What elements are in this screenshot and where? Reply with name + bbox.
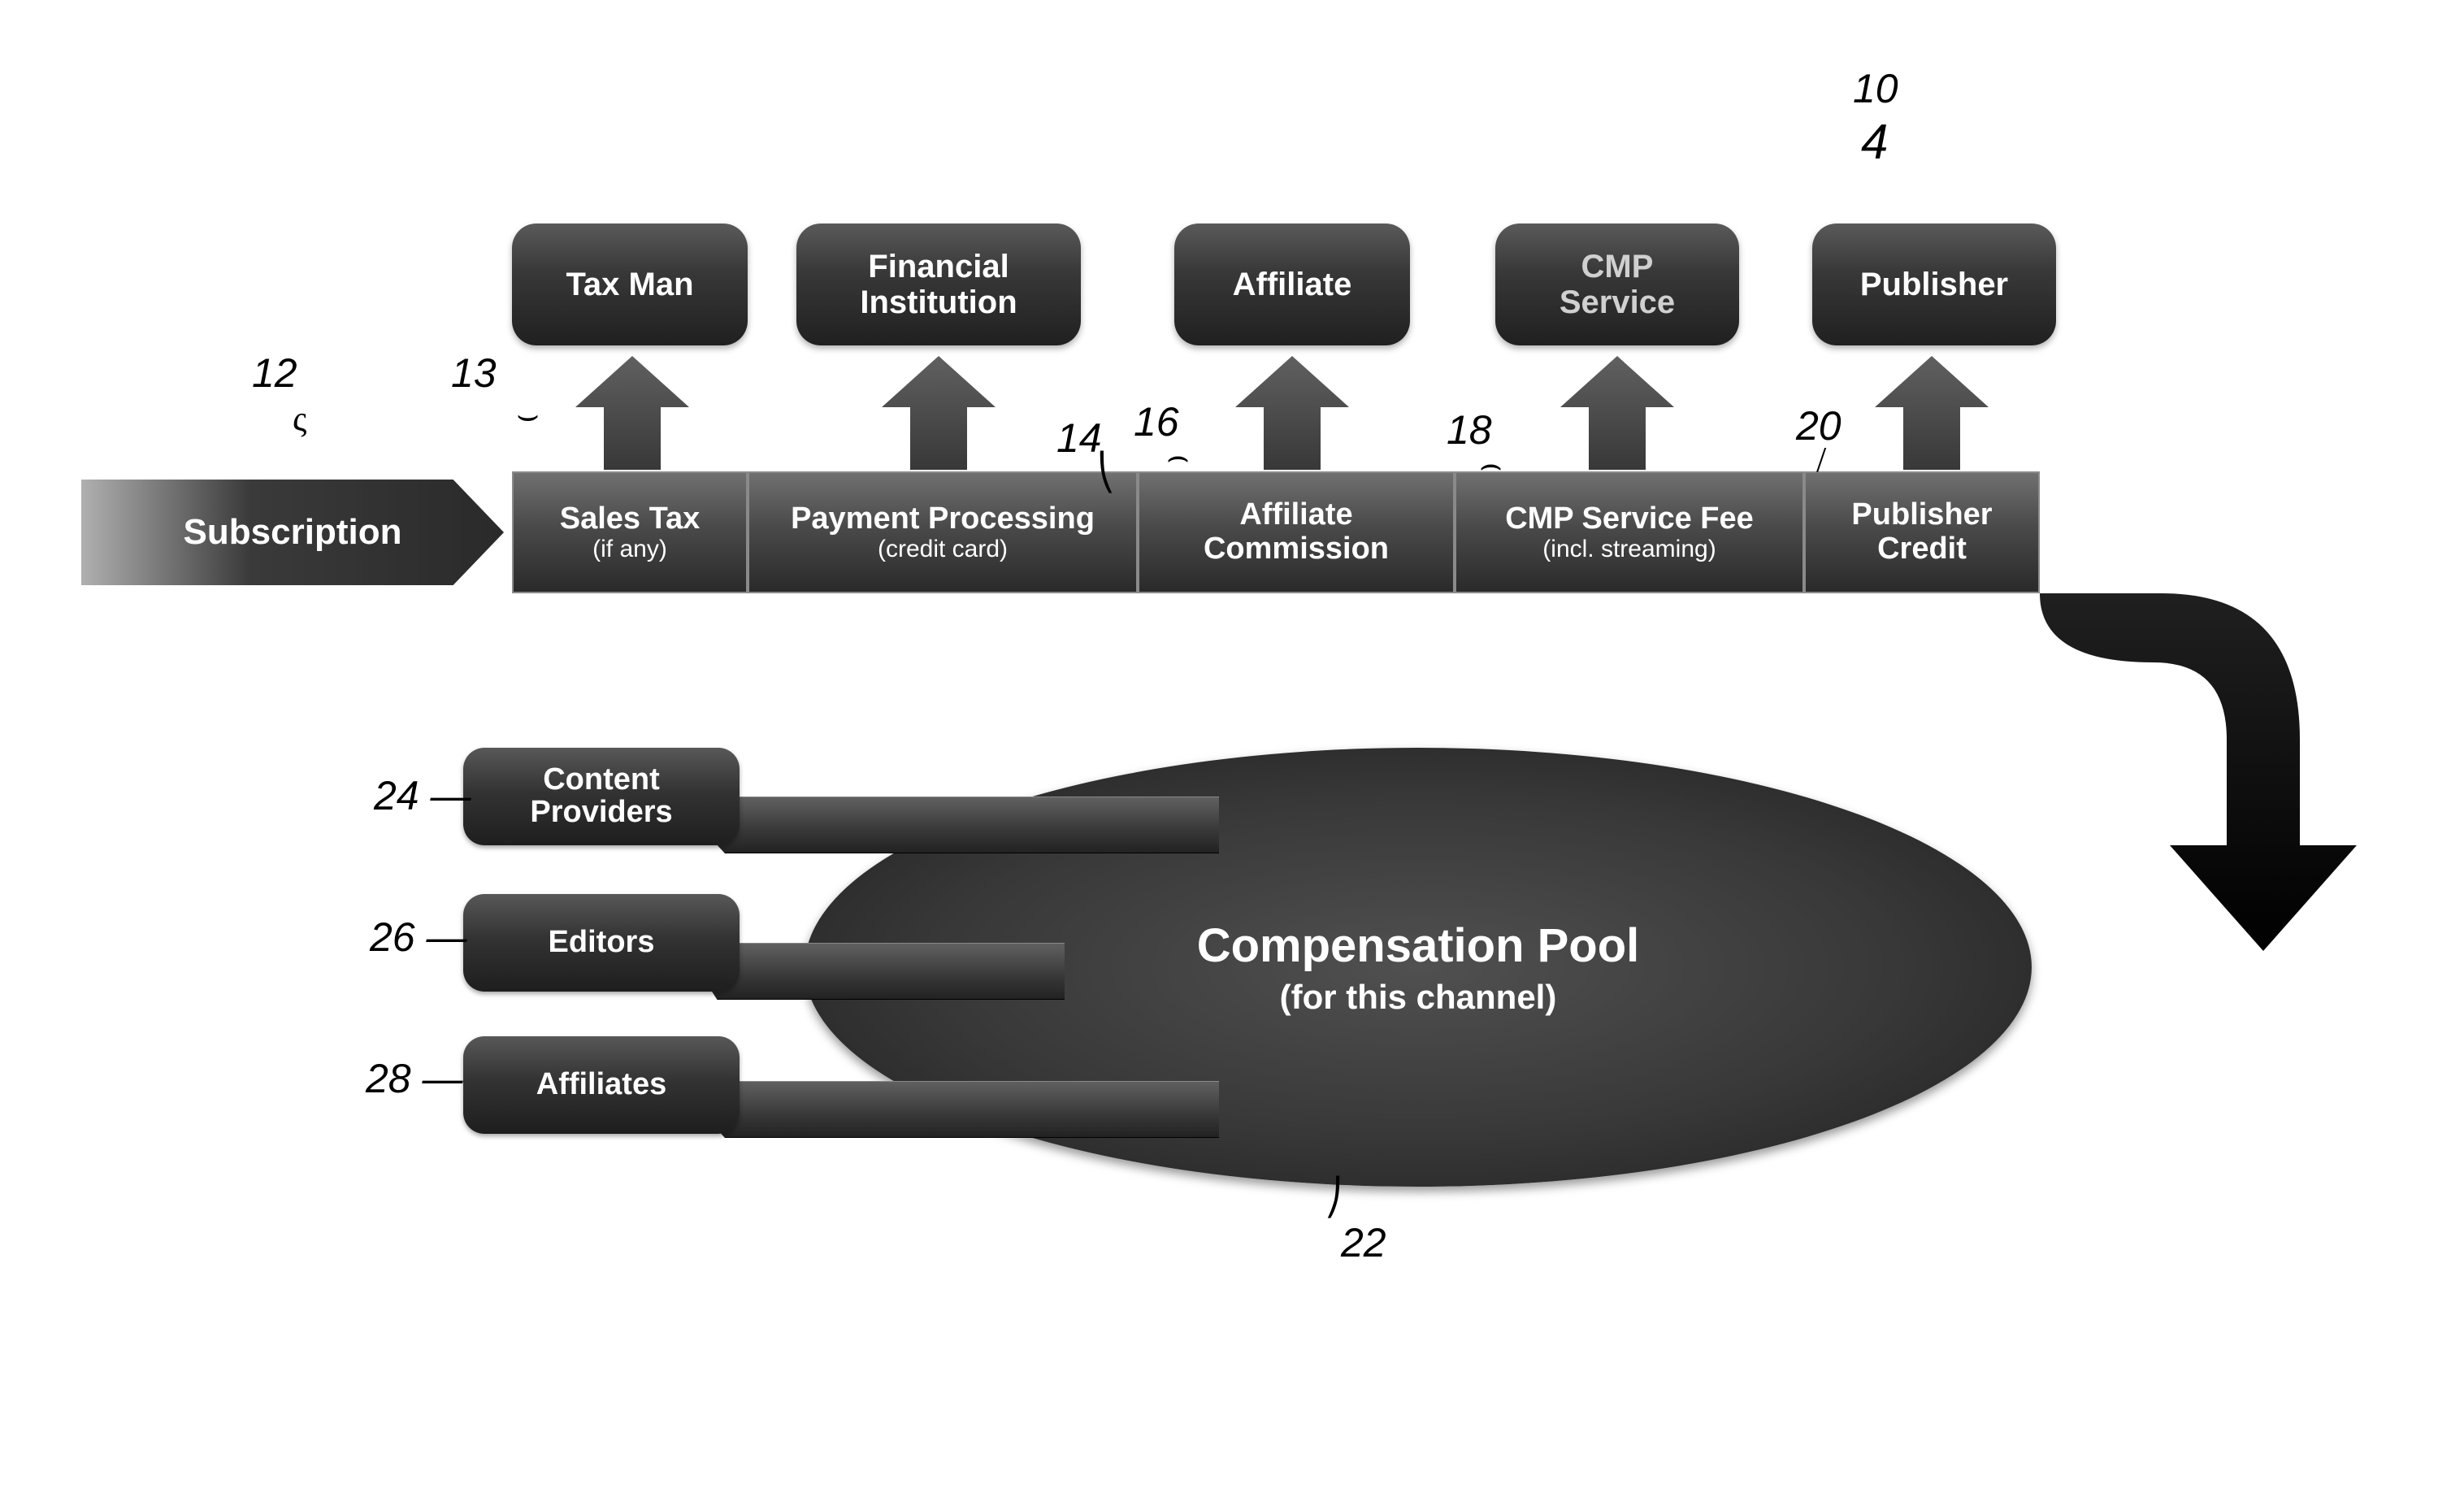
handwritten-annotation: 26 — bbox=[370, 914, 467, 961]
handwritten-annotation: 4 bbox=[1861, 114, 1888, 170]
handwritten-annotation: 14 bbox=[1056, 415, 1102, 462]
recipient-line1: Publisher bbox=[1860, 267, 2008, 302]
pool-title: Compensation Pool bbox=[1197, 918, 1640, 973]
pool-output-arrow-icon bbox=[699, 797, 1219, 853]
recipient-box-affiliate-r: Affiliate bbox=[1174, 224, 1410, 345]
recipient-line1: Affiliate bbox=[1233, 267, 1352, 302]
output-box-line1: Affiliates bbox=[536, 1069, 666, 1101]
recipient-line1: Tax Man bbox=[566, 267, 693, 302]
up-arrow-icon bbox=[1560, 356, 1674, 470]
subscription-label: Subscription bbox=[184, 512, 402, 553]
annotation-tick: ⌣ bbox=[516, 394, 540, 436]
recipient-line2: Institution bbox=[860, 284, 1017, 320]
fee-cell-payment: Payment Processing(credit card) bbox=[748, 471, 1138, 593]
fee-cell-publisher: PublisherCredit bbox=[1804, 471, 2040, 593]
fee-cell-title: CMP Service Fee bbox=[1505, 502, 1754, 536]
compensation-flow-diagram: Subscription Compensation Pool (for this… bbox=[81, 163, 2357, 1382]
recipient-line1: CMP bbox=[1581, 249, 1654, 284]
curve-into-pool-arrow-icon bbox=[2032, 471, 2373, 959]
subscription-arrow: Subscription bbox=[81, 480, 504, 585]
recipient-box-financial: FinancialInstitution bbox=[796, 224, 1081, 345]
annotation-tick: ⌢ bbox=[1479, 444, 1503, 485]
pool-subtitle: (for this channel) bbox=[1280, 978, 1557, 1017]
output-box-content-providers: ContentProviders bbox=[463, 748, 740, 845]
fee-cell-sub: Credit bbox=[1877, 532, 1967, 567]
annotation-tick: ⌢ bbox=[1166, 436, 1190, 477]
output-box-line1: Editors bbox=[549, 927, 655, 959]
fee-cell-sub: Commission bbox=[1204, 532, 1389, 567]
up-arrow-icon bbox=[1235, 356, 1349, 470]
recipient-box-tax-man: Tax Man bbox=[512, 224, 748, 345]
fee-cell-cmp: CMP Service Fee(incl. streaming) bbox=[1455, 471, 1804, 593]
output-box-editors: Editors bbox=[463, 894, 740, 992]
recipient-box-cmp-r: CMPService bbox=[1495, 224, 1739, 345]
up-arrow-icon bbox=[1875, 356, 1989, 470]
output-box-line2: Providers bbox=[530, 797, 672, 829]
output-box-affiliates: Affiliates bbox=[463, 1036, 740, 1134]
fee-cell-title: Publisher bbox=[1851, 498, 1992, 532]
annotation-tick: ⎠ bbox=[1325, 1177, 1343, 1218]
fee-cell-title: Affiliate bbox=[1239, 498, 1352, 532]
output-box-line1: Content bbox=[543, 764, 660, 797]
pool-output-arrow-icon bbox=[699, 1081, 1219, 1138]
handwritten-annotation: 13 bbox=[451, 349, 497, 397]
up-arrow-icon bbox=[882, 356, 996, 470]
pool-output-arrow-icon bbox=[699, 943, 1065, 1000]
fee-cell-sales-tax: Sales Tax(if any) bbox=[512, 471, 748, 593]
annotation-tick: ⎝ bbox=[1097, 452, 1115, 493]
fee-cell-affiliate: AffiliateCommission bbox=[1138, 471, 1455, 593]
handwritten-annotation: 12 bbox=[252, 349, 297, 397]
recipient-line2: Service bbox=[1560, 284, 1675, 320]
annotation-tick: / bbox=[1816, 439, 1826, 480]
handwritten-annotation: 28 — bbox=[366, 1055, 463, 1102]
recipient-box-publisher-r: Publisher bbox=[1812, 224, 2056, 345]
fee-cell-sub: (if any) bbox=[592, 536, 667, 562]
handwritten-annotation: 24 — bbox=[374, 772, 471, 819]
annotation-tick: ς bbox=[293, 398, 306, 440]
handwritten-annotation: 10 bbox=[1853, 65, 1898, 112]
up-arrow-icon bbox=[575, 356, 689, 470]
fee-cell-sub: (incl. streaming) bbox=[1542, 536, 1716, 562]
handwritten-annotation: 22 bbox=[1341, 1219, 1386, 1266]
fee-cell-title: Payment Processing bbox=[791, 502, 1095, 536]
fee-cell-title: Sales Tax bbox=[560, 502, 701, 536]
fee-cell-sub: (credit card) bbox=[878, 536, 1008, 562]
recipient-line1: Financial bbox=[868, 249, 1009, 284]
